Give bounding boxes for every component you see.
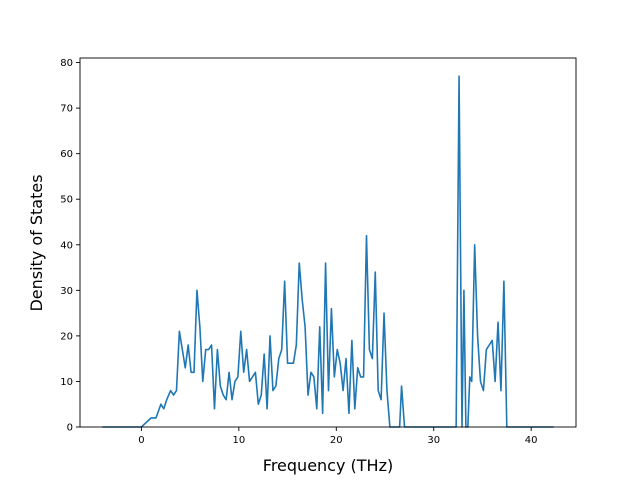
x-tick-label: 20 [330, 435, 343, 446]
x-axis-label: Frequency (THz) [263, 456, 393, 475]
y-tick-label: 60 [60, 149, 73, 160]
y-tick-label: 40 [60, 240, 73, 251]
x-tick-label: 40 [525, 435, 538, 446]
y-axis-label: Density of States [27, 174, 46, 311]
x-tick-label: 0 [138, 435, 144, 446]
y-tick-label: 20 [60, 331, 73, 342]
y-tick-label: 0 [67, 423, 73, 434]
y-tick-label: 80 [60, 58, 73, 69]
dos-series-line-0 [102, 75, 554, 428]
plot-area [102, 75, 554, 428]
y-tick-label: 50 [60, 195, 73, 206]
y-tick-label: 30 [60, 286, 73, 297]
plot-frame [79, 57, 577, 428]
y-tick-label: 10 [60, 377, 73, 388]
y-tick-label: 70 [60, 104, 73, 115]
x-tick-label: 30 [427, 435, 440, 446]
axes: 0 10 20 30 40 0 10 20 30 40 50 60 70 80 [60, 57, 577, 446]
x-tick-label: 10 [232, 435, 245, 446]
